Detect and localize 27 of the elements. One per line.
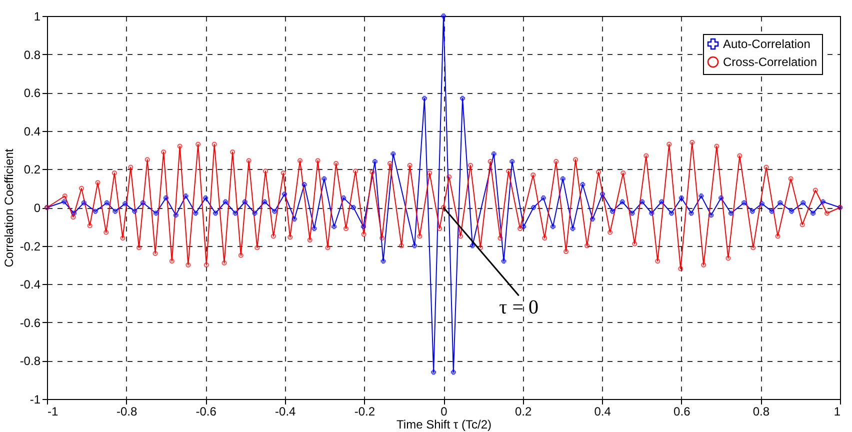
x-tick-label: 0.4 — [594, 404, 612, 418]
legend-label: Auto-Correlation — [723, 37, 810, 51]
x-tick-label: -0.2 — [354, 404, 376, 418]
legend-label: Cross-Correlation — [723, 55, 818, 69]
x-tick-label: -1 — [48, 404, 58, 418]
y-tick-label: 0.6 — [24, 86, 41, 100]
x-tick-label: 1 — [834, 404, 841, 418]
x-tick-label: -0.6 — [196, 404, 217, 418]
x-tick-label: 0 — [440, 404, 448, 418]
y-tick-label: 0 — [34, 201, 41, 215]
y-tick-label: -0.6 — [20, 316, 41, 330]
x-tick-label: -0.4 — [275, 404, 296, 418]
x-tick-label: 0.8 — [752, 404, 770, 418]
y-tick-label: -0.4 — [20, 278, 41, 292]
x-tick-label: -0.8 — [116, 404, 138, 418]
y-tick-label: 1 — [34, 10, 41, 24]
y-tick-label: 0.2 — [24, 162, 41, 177]
y-tick-label: -0.2 — [20, 239, 41, 254]
annotation: τ = 0 — [499, 296, 538, 319]
x-tick-label: 0.6 — [674, 404, 691, 418]
x-tick-label: 0.2 — [514, 404, 532, 418]
y-tick-label: -0.8 — [20, 354, 41, 368]
y-tick-label: 0.4 — [24, 124, 41, 138]
y-tick-label: 0.8 — [24, 48, 41, 62]
x-axis-title: Time Shift τ (Tc/2) — [396, 418, 492, 432]
y-tick-label: -1 — [30, 392, 41, 406]
y-axis-title: Correlation Coefficient — [2, 148, 16, 268]
